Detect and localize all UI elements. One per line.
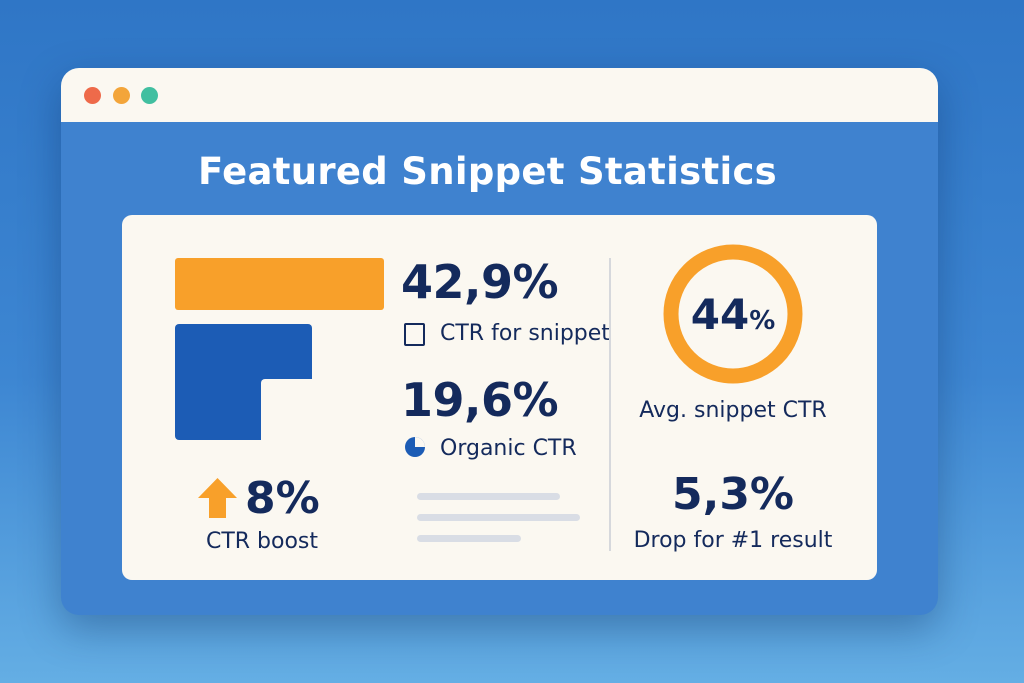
drop-first-result-label: Drop for #1 result: [633, 528, 833, 553]
zoom-window-button[interactable]: [141, 87, 158, 104]
close-window-button[interactable]: [84, 87, 101, 104]
orange-bar-graphic: [175, 258, 384, 310]
ctr-boost-label: CTR boost: [205, 529, 319, 554]
square-icon: [404, 323, 425, 346]
placeholder-line: [417, 514, 580, 521]
ctr-boost-value: 8%: [245, 473, 320, 524]
organic-ctr-value: 19,6%: [401, 373, 559, 427]
snippet-ctr-label: CTR for snippet: [440, 321, 610, 346]
placeholder-line: [417, 493, 560, 500]
arrow-up-icon: [198, 478, 237, 518]
window-titlebar: [61, 68, 938, 122]
blue-block-notch: [261, 379, 314, 442]
browser-window: Featured Snippet Statistics 8% CTR boost…: [61, 68, 938, 615]
page-title: Featured Snippet Statistics: [198, 150, 777, 193]
avg-snippet-ctr-label: Avg. snippet CTR: [639, 398, 827, 423]
organic-ctr-label: Organic CTR: [440, 436, 577, 461]
avg-snippet-ctr-unit: %: [749, 306, 776, 336]
avg-snippet-ctr-number: 44: [690, 290, 750, 339]
vertical-divider: [609, 258, 611, 551]
donut-ring: [663, 244, 803, 384]
drop-first-result-value: 5,3%: [671, 469, 795, 520]
minimize-window-button[interactable]: [113, 87, 130, 104]
stats-card: 8% CTR boost 42,9% CTR for snippet 19,6%…: [122, 215, 877, 580]
avg-snippet-ctr-value: 44%: [663, 290, 803, 339]
pie-icon: [405, 437, 425, 457]
snippet-ctr-value: 42,9%: [401, 255, 559, 309]
placeholder-line: [417, 535, 521, 542]
